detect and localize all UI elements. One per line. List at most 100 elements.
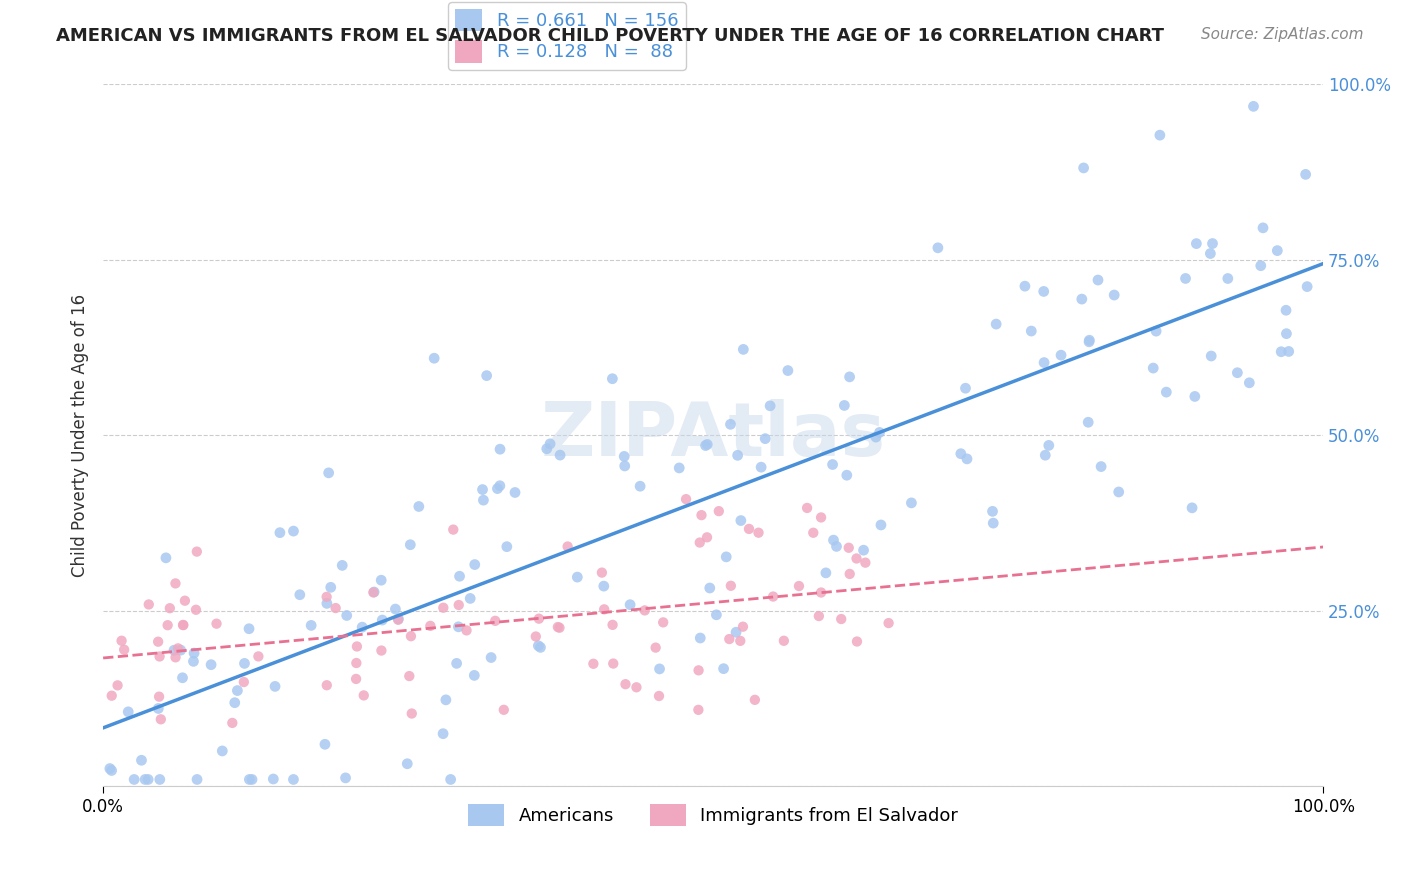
Point xyxy=(527,612,550,626)
Point xyxy=(668,461,690,475)
Point xyxy=(852,543,875,558)
Point xyxy=(314,737,336,751)
Point xyxy=(165,576,187,591)
Point xyxy=(1250,259,1272,273)
Point xyxy=(353,689,375,703)
Point xyxy=(838,541,860,555)
Point xyxy=(830,612,852,626)
Point xyxy=(319,580,342,594)
Point xyxy=(1181,500,1204,515)
Point xyxy=(396,756,419,771)
Point xyxy=(325,601,347,615)
Point xyxy=(720,579,742,593)
Point xyxy=(1077,415,1099,429)
Point xyxy=(602,372,624,386)
Point xyxy=(927,241,949,255)
Point xyxy=(1108,485,1130,500)
Point xyxy=(835,468,858,483)
Point xyxy=(399,538,422,552)
Point xyxy=(759,399,782,413)
Point xyxy=(370,643,392,657)
Point xyxy=(838,566,860,581)
Point xyxy=(479,650,502,665)
Point xyxy=(648,689,671,703)
Point xyxy=(419,619,441,633)
Point xyxy=(614,677,637,691)
Point xyxy=(315,590,337,604)
Point xyxy=(344,656,367,670)
Point xyxy=(773,633,796,648)
Point xyxy=(134,772,156,787)
Point xyxy=(648,662,671,676)
Point xyxy=(810,585,832,599)
Point xyxy=(186,772,208,787)
Point xyxy=(1038,438,1060,452)
Point xyxy=(527,639,550,653)
Point xyxy=(749,460,772,475)
Point xyxy=(100,764,122,778)
Point xyxy=(1174,271,1197,285)
Point xyxy=(1102,288,1125,302)
Point xyxy=(644,640,666,655)
Point xyxy=(458,591,481,606)
Point xyxy=(183,654,205,668)
Point xyxy=(1239,376,1261,390)
Point xyxy=(264,680,287,694)
Point xyxy=(463,668,485,682)
Point xyxy=(344,672,367,686)
Point xyxy=(1201,236,1223,251)
Point xyxy=(475,368,498,383)
Point xyxy=(165,650,187,665)
Point xyxy=(352,620,374,634)
Point xyxy=(299,618,322,632)
Point xyxy=(810,510,832,524)
Point xyxy=(288,588,311,602)
Point xyxy=(363,585,385,599)
Point xyxy=(183,646,205,660)
Point xyxy=(184,603,207,617)
Point xyxy=(695,438,717,452)
Point xyxy=(472,493,495,508)
Point xyxy=(232,675,254,690)
Point xyxy=(484,614,506,628)
Point xyxy=(346,640,368,654)
Point xyxy=(557,540,579,554)
Point xyxy=(652,615,675,630)
Point xyxy=(720,417,742,432)
Point xyxy=(962,46,984,61)
Point xyxy=(956,451,979,466)
Point xyxy=(492,703,515,717)
Point xyxy=(602,618,624,632)
Point xyxy=(363,585,385,599)
Point xyxy=(713,662,735,676)
Point xyxy=(330,558,353,573)
Point xyxy=(172,618,194,632)
Point xyxy=(696,437,718,451)
Point xyxy=(814,566,837,580)
Point xyxy=(495,540,517,554)
Point xyxy=(696,530,718,544)
Point xyxy=(238,772,260,787)
Point xyxy=(441,523,464,537)
Point xyxy=(211,744,233,758)
Point xyxy=(548,448,571,462)
Point xyxy=(174,593,197,607)
Point xyxy=(447,620,470,634)
Point xyxy=(149,649,172,664)
Point xyxy=(238,622,260,636)
Point xyxy=(529,640,551,655)
Point xyxy=(538,437,561,451)
Point xyxy=(825,540,848,554)
Y-axis label: Child Poverty Under the Age of 16: Child Poverty Under the Age of 16 xyxy=(72,293,89,577)
Point xyxy=(1033,448,1056,462)
Point xyxy=(148,701,170,715)
Point xyxy=(489,479,512,493)
Point xyxy=(131,753,153,767)
Point xyxy=(949,447,972,461)
Point xyxy=(634,603,657,617)
Point xyxy=(1144,324,1167,338)
Point xyxy=(283,772,305,787)
Point xyxy=(865,430,887,444)
Point xyxy=(1050,348,1073,362)
Point xyxy=(172,671,194,685)
